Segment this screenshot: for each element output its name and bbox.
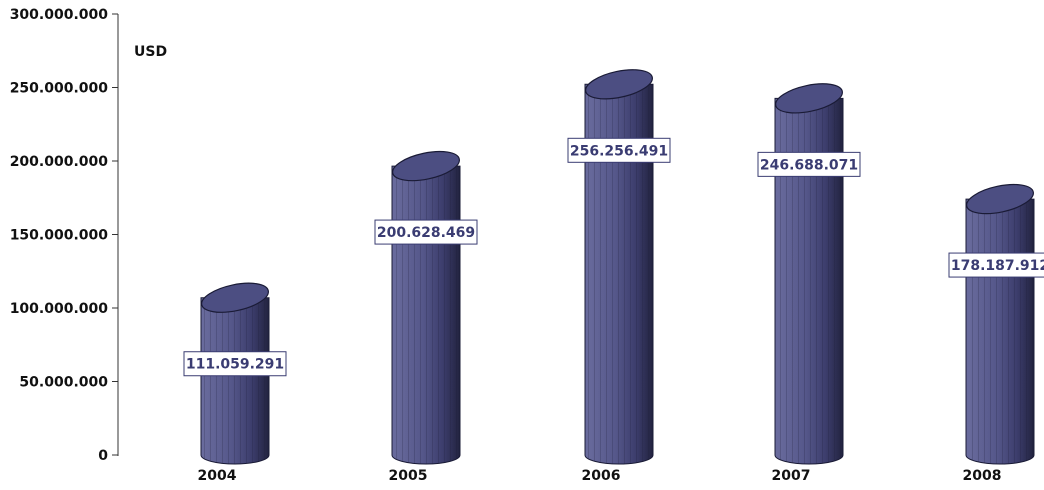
- y-tick-label: 50.000.000: [19, 375, 108, 391]
- bar-2005: [391, 150, 461, 465]
- bar-ribs: [201, 297, 269, 464]
- bar-top: [775, 83, 843, 114]
- y-tick-label: 250.000.000: [10, 81, 109, 97]
- y-tick-label: 100.000.000: [10, 301, 109, 317]
- data-label-box: [948, 252, 1044, 278]
- data-label-text: 178.187.912: [951, 258, 1044, 274]
- bar-top: [392, 150, 460, 182]
- bar-2007: [774, 83, 844, 465]
- data-label-box: [757, 151, 861, 177]
- bar-2004: [200, 282, 270, 465]
- y-tick-label: 150.000.000: [10, 228, 109, 244]
- bar-ribs: [392, 166, 460, 464]
- x-category-label: 2006: [582, 468, 621, 484]
- data-label-text: 256.256.491: [570, 143, 668, 159]
- x-axis-categories: 2004 2005 2006 2007 2008: [198, 468, 1002, 484]
- bar-ribs: [585, 84, 653, 465]
- x-category-label: 2004: [198, 468, 237, 484]
- x-category-label: 2007: [772, 468, 811, 484]
- bar-ribs: [775, 98, 843, 465]
- x-category-label: 2008: [963, 468, 1002, 484]
- data-label-2008: 178.187.912: [948, 252, 1044, 278]
- bars: [200, 69, 1035, 465]
- bar-2008: [965, 183, 1035, 465]
- data-labels: 111.059.291 200.628.469 256.256.491 246.688…: [183, 137, 1044, 377]
- bar-top: [201, 282, 269, 313]
- data-label-2005: 200.628.469: [374, 219, 478, 245]
- bar-2006: [584, 69, 654, 465]
- y-tick-label: 0: [98, 448, 108, 464]
- y-tick-label: 200.000.000: [10, 154, 109, 170]
- data-label-2006: 256.256.491: [567, 137, 671, 163]
- y-axis-unit-label: USD: [134, 44, 167, 60]
- data-label-box: [567, 137, 671, 163]
- bar-top: [966, 183, 1034, 215]
- data-label-text: 111.059.291: [186, 357, 284, 373]
- data-label-box: [183, 351, 287, 377]
- y-tick-label: 300.000.000: [10, 7, 109, 23]
- data-label-text: 200.628.469: [377, 225, 475, 241]
- y-axis-ticks: 0 50.000.000 100.000.000 150.000.000 200.000…: [10, 7, 118, 464]
- data-label-box: [374, 219, 478, 245]
- data-label-2007: 246.688.071: [757, 151, 861, 177]
- bar-top: [585, 69, 653, 100]
- data-label-2004: 111.059.291: [183, 351, 287, 377]
- x-category-label: 2005: [389, 468, 428, 484]
- bar-ribs: [966, 199, 1034, 464]
- data-label-text: 246.688.071: [760, 157, 858, 173]
